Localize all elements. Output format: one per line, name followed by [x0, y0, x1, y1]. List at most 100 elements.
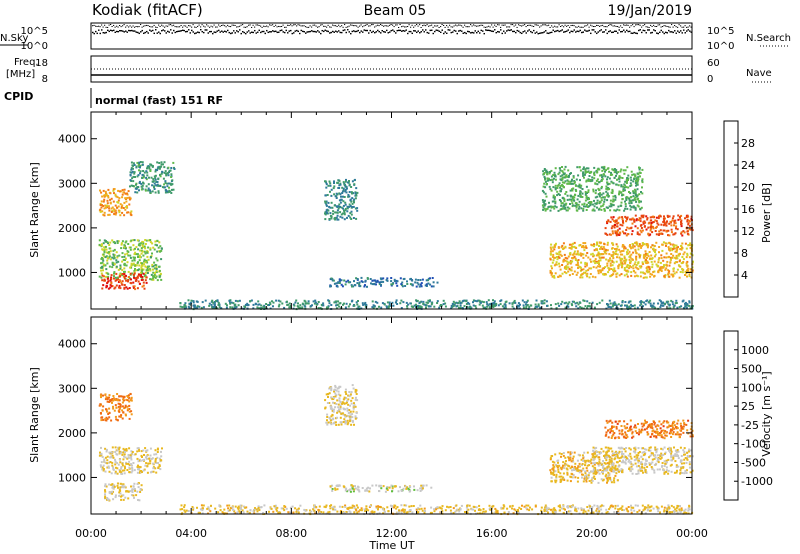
vel-cell — [130, 410, 133, 413]
power-cell — [678, 260, 681, 263]
vel-cell — [102, 468, 105, 470]
power-cell — [646, 243, 649, 246]
noise-search-point — [432, 26, 434, 28]
power-cell — [141, 262, 144, 265]
power-cell — [103, 198, 106, 201]
power-cell — [126, 287, 129, 290]
power-cell — [104, 264, 107, 267]
power-cell — [602, 192, 605, 195]
power-cell — [124, 208, 127, 211]
power-cell — [662, 301, 665, 304]
power-cell — [651, 273, 654, 276]
power-cell — [671, 275, 674, 278]
power-cell — [142, 284, 145, 287]
power-cell — [644, 272, 647, 275]
noise-sky-point — [189, 32, 191, 34]
vel-cell — [117, 405, 120, 408]
noise-search-point — [623, 24, 625, 26]
power-cell — [99, 208, 102, 211]
power-cell — [687, 267, 690, 270]
power-cell — [108, 191, 111, 194]
power-cell — [536, 305, 539, 308]
power-cell — [350, 284, 353, 287]
noise-sky-point — [410, 30, 412, 33]
noise-sky-point — [101, 29, 103, 31]
power-cell — [595, 189, 597, 192]
noise-sky-point — [183, 29, 185, 32]
power-cell — [144, 271, 147, 274]
power-cell — [618, 248, 621, 251]
power-cell — [162, 177, 165, 180]
vel-cell — [330, 396, 333, 399]
noise-search-point — [584, 25, 586, 27]
power-cell — [440, 304, 443, 307]
power-cell — [593, 166, 596, 169]
vel-cell — [110, 398, 113, 401]
noise-search-point — [419, 24, 421, 26]
power-cell — [612, 269, 614, 271]
power-cell — [523, 301, 526, 304]
vel-cell — [413, 485, 415, 488]
power-cell — [158, 269, 161, 272]
power-cell — [584, 168, 587, 171]
power-cell — [101, 287, 104, 290]
noise-sky-point — [573, 29, 575, 31]
power-cell — [565, 301, 568, 304]
power-cell — [355, 217, 358, 220]
power-cell — [571, 202, 574, 205]
power-cell — [338, 282, 341, 284]
noise-search-point — [359, 25, 361, 27]
power-cell — [581, 192, 584, 195]
power-cell — [613, 171, 616, 174]
vel-cell — [408, 488, 411, 491]
noise-sky-point — [92, 31, 94, 34]
power-cell — [679, 248, 682, 250]
power-cell — [330, 194, 333, 197]
vel-cell — [126, 469, 129, 471]
power-cell — [614, 302, 617, 305]
power-cell — [138, 264, 141, 267]
power-cell — [491, 303, 494, 306]
vel-cell — [155, 453, 158, 456]
power-cell — [581, 188, 584, 190]
vel-cell — [348, 409, 351, 411]
power-cell — [607, 303, 610, 306]
power-cell — [576, 166, 579, 169]
vel-cell — [336, 411, 339, 414]
noise-sky-point — [209, 30, 211, 33]
range-tick-label: 2000 — [58, 222, 86, 235]
power-cell — [561, 272, 564, 275]
power-cell — [636, 275, 639, 278]
noise-search-point — [114, 26, 116, 28]
power-cell — [580, 207, 583, 210]
noise-search-point — [230, 26, 232, 28]
vel-cell — [122, 451, 125, 454]
power-cell — [121, 204, 124, 207]
vel-cell — [402, 487, 405, 490]
noise-search-point — [422, 25, 424, 27]
power-cell — [658, 233, 661, 236]
noise-search-point — [132, 25, 134, 27]
noise-search-point — [210, 25, 212, 27]
noise-sky-point — [456, 32, 458, 35]
power-cell — [409, 278, 412, 281]
power-cell — [137, 174, 140, 177]
vel-cell — [355, 411, 358, 414]
power-cell — [635, 258, 638, 261]
power-cell — [557, 184, 560, 186]
power-cell — [134, 256, 136, 259]
power-cell — [349, 216, 352, 219]
noise-search-point — [446, 25, 448, 27]
noise-sky-point — [663, 32, 665, 35]
power-cell — [395, 301, 397, 304]
power-cell — [139, 166, 141, 169]
power-cell — [648, 300, 651, 303]
power-cell — [257, 303, 260, 306]
power-cell — [578, 265, 581, 268]
power-cell — [563, 181, 566, 184]
noise-sky-point — [629, 30, 631, 33]
vel-cell — [339, 401, 342, 404]
noise-search-point — [156, 26, 158, 28]
power-cell — [618, 193, 620, 196]
power-cell — [328, 205, 331, 208]
